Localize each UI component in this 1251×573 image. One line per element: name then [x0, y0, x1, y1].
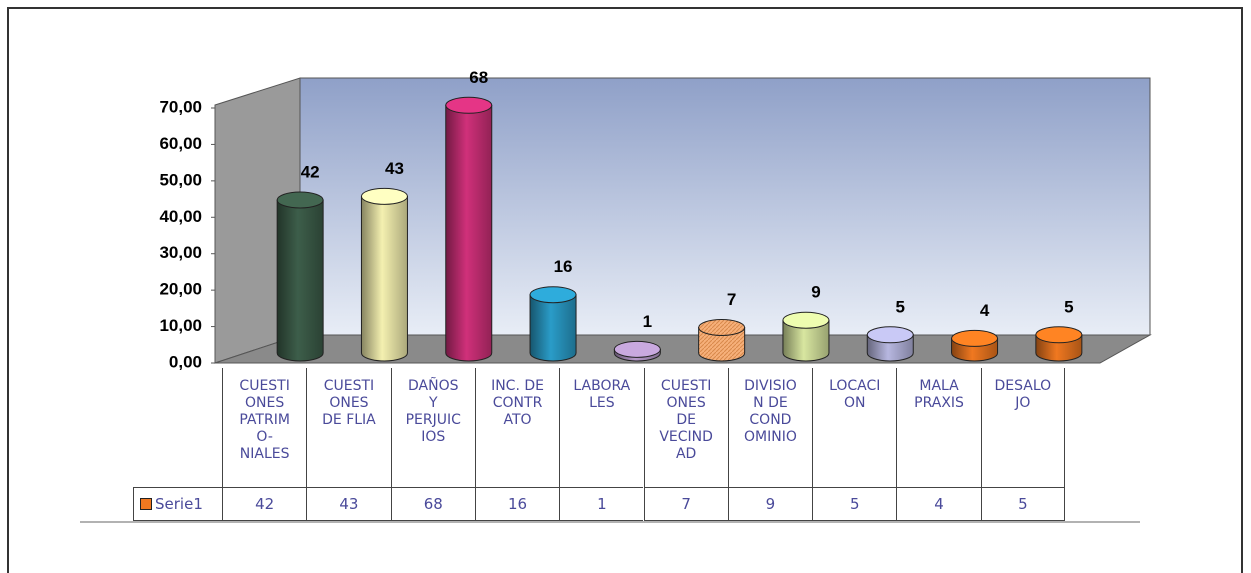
bar-top — [866, 326, 914, 344]
value-label: 4 — [980, 301, 990, 320]
bar-top — [613, 340, 661, 358]
value-label: 42 — [301, 162, 320, 181]
bar — [782, 319, 830, 362]
bar-top — [276, 191, 324, 209]
bar-top — [951, 329, 999, 347]
y-tick-label: 10,00 — [159, 316, 202, 335]
bar — [698, 327, 746, 362]
legend-cell: Serie1 — [133, 487, 222, 521]
table-value: 16 — [474, 487, 560, 521]
table-value: 7 — [643, 487, 728, 521]
y-tick-label: 50,00 — [159, 170, 202, 189]
y-tick-label: 0,00 — [169, 352, 202, 371]
back-wall — [299, 77, 1151, 336]
y-tick-label: 40,00 — [159, 207, 202, 226]
x-tick-label: CUESTI ONES DE VECIND AD — [643, 368, 728, 488]
x-tick-label: CUESTI ONES PATRIM O- NIALES — [222, 368, 307, 488]
y-tick-label: 60,00 — [159, 134, 202, 153]
floor — [214, 334, 1152, 364]
value-label: 7 — [727, 290, 736, 309]
x-tick-label: MALA PRAXIS — [896, 368, 981, 488]
table-value: 4 — [896, 487, 981, 521]
value-label: 5 — [1064, 297, 1073, 316]
bar — [445, 104, 493, 362]
bar-top — [782, 311, 830, 329]
x-tick-label: DAÑOS Y PERJUIC IOS — [390, 368, 475, 488]
bar-top — [698, 319, 746, 336]
table-value: 43 — [306, 487, 391, 521]
bar-top — [529, 286, 577, 304]
bar — [276, 199, 324, 362]
bar — [529, 294, 577, 362]
x-tick-label: DIVISIO N DE COND OMINIO — [727, 368, 813, 488]
bar-top — [1035, 326, 1083, 344]
y-tick-label: 30,00 — [159, 243, 202, 262]
bar-top — [445, 96, 493, 114]
value-label: 9 — [811, 283, 820, 302]
legend-key — [140, 498, 152, 510]
table-value: 5 — [980, 487, 1065, 521]
table-value: 68 — [390, 487, 475, 521]
x-tick-label: CUESTI ONES DE FLIA — [306, 368, 391, 488]
x-tick-label: DESALO JO — [980, 368, 1065, 488]
value-label: 5 — [896, 297, 905, 316]
table-value: 5 — [812, 487, 897, 521]
value-label: 43 — [385, 159, 404, 178]
table-value: 1 — [559, 487, 644, 521]
value-label: 68 — [469, 68, 488, 87]
x-tick-label: LOCACI ON — [812, 368, 897, 488]
x-tick-label: INC. DE CONTR ATO — [474, 368, 560, 488]
bar-top — [360, 187, 408, 205]
y-tick-label: 70,00 — [159, 97, 202, 116]
legend-label: Serie1 — [155, 495, 203, 513]
table-value: 9 — [727, 487, 813, 521]
table-value: 42 — [222, 487, 307, 521]
value-label: 16 — [554, 257, 573, 276]
frame — [7, 7, 1243, 573]
x-tick-label: LABORA LES — [559, 368, 644, 488]
y-tick-label: 20,00 — [159, 280, 202, 299]
value-label: 1 — [643, 312, 652, 331]
bar — [360, 195, 408, 362]
